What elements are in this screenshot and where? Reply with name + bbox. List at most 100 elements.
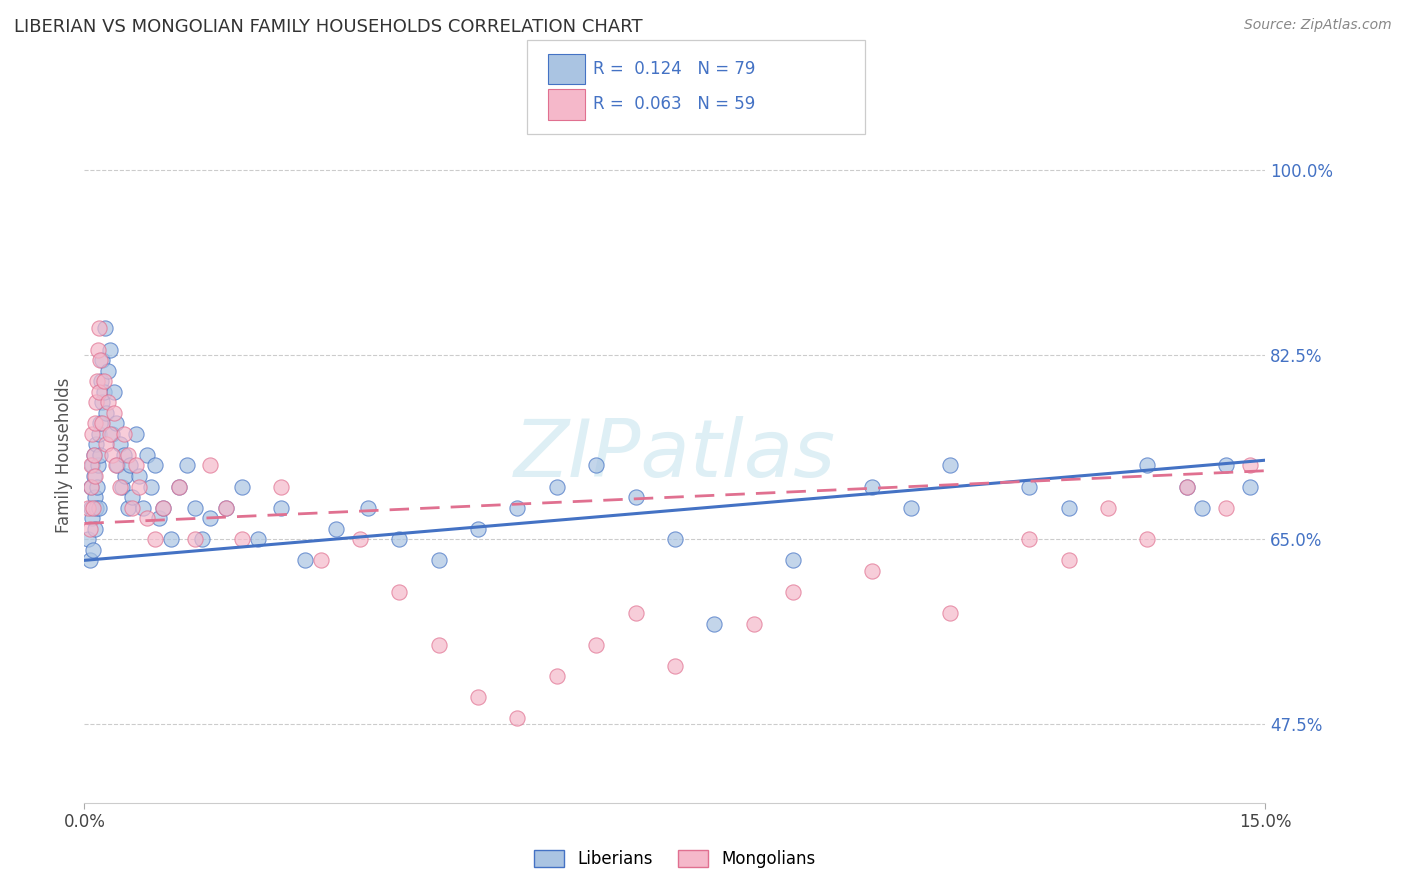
Point [294,553,316,567]
Point [86,479,108,493]
Point [84,522,107,536]
Point [506,711,529,725]
Point [82,542,104,557]
Point [703,616,725,631]
Point [79,522,101,536]
Point [93,374,115,388]
Point [84,437,107,451]
Point [118,458,141,473]
Point [664,533,686,547]
Point [1191,500,1213,515]
Point [87,458,110,473]
Point [111,479,134,493]
Point [96,437,118,451]
Point [89,417,111,431]
Point [98,343,121,357]
Point [91,353,114,368]
Point [83,448,105,462]
Legend: Liberians, Mongolians: Liberians, Mongolians [527,843,823,874]
Point [101,426,124,441]
Point [585,638,607,652]
Point [585,458,607,473]
Point [200,458,222,473]
Point [167,479,190,493]
Point [107,458,129,473]
Point [231,479,253,493]
Point [97,363,120,377]
Point [624,490,647,504]
Point [246,533,269,547]
Point [80,479,103,493]
Point [101,448,124,462]
Point [136,511,159,525]
Point [215,500,238,515]
Point [148,511,170,525]
Point [1239,479,1261,493]
Point [782,553,804,567]
Point [128,469,150,483]
Point [309,553,332,567]
Point [89,500,111,515]
Point [1018,479,1040,493]
Point [103,406,125,420]
Point [141,479,163,493]
Point [939,458,962,473]
Point [84,395,107,409]
Point [89,384,111,399]
Point [79,458,101,473]
Point [117,500,139,515]
Point [357,500,380,515]
Point [83,490,105,504]
Point [183,500,205,515]
Point [124,426,146,441]
Point [86,374,108,388]
Point [270,500,292,515]
Point [96,406,118,420]
Point [104,417,127,431]
Point [143,458,166,473]
Point [117,448,139,462]
Point [215,500,238,515]
Point [325,522,347,536]
Point [84,417,107,431]
Point [112,448,135,462]
Point [93,384,115,399]
Y-axis label: Family Households: Family Households [55,377,73,533]
Point [84,500,107,515]
Point [1215,500,1237,515]
Point [80,479,103,493]
Point [1175,479,1198,493]
Point [1057,553,1080,567]
Point [183,533,205,547]
Point [90,395,112,409]
Text: ZIPatlas: ZIPatlas [513,416,837,494]
Point [87,426,110,441]
Point [176,458,198,473]
Point [1175,479,1198,493]
Point [108,437,131,451]
Point [121,500,143,515]
Point [1136,458,1159,473]
Point [1239,458,1261,473]
Point [664,658,686,673]
Point [900,500,922,515]
Point [114,469,136,483]
Point [860,479,883,493]
Text: R =  0.124   N = 79: R = 0.124 N = 79 [593,60,755,78]
Point [89,448,111,462]
Point [1018,533,1040,547]
Point [94,321,117,335]
Point [132,500,155,515]
Point [87,321,110,335]
Point [427,553,450,567]
Point [200,511,222,525]
Point [87,343,110,357]
Point [191,533,214,547]
Point [104,458,127,473]
Point [349,533,371,547]
Point [1097,500,1119,515]
Text: Source: ZipAtlas.com: Source: ZipAtlas.com [1244,18,1392,32]
Point [467,522,489,536]
Point [98,426,121,441]
Point [83,448,105,462]
